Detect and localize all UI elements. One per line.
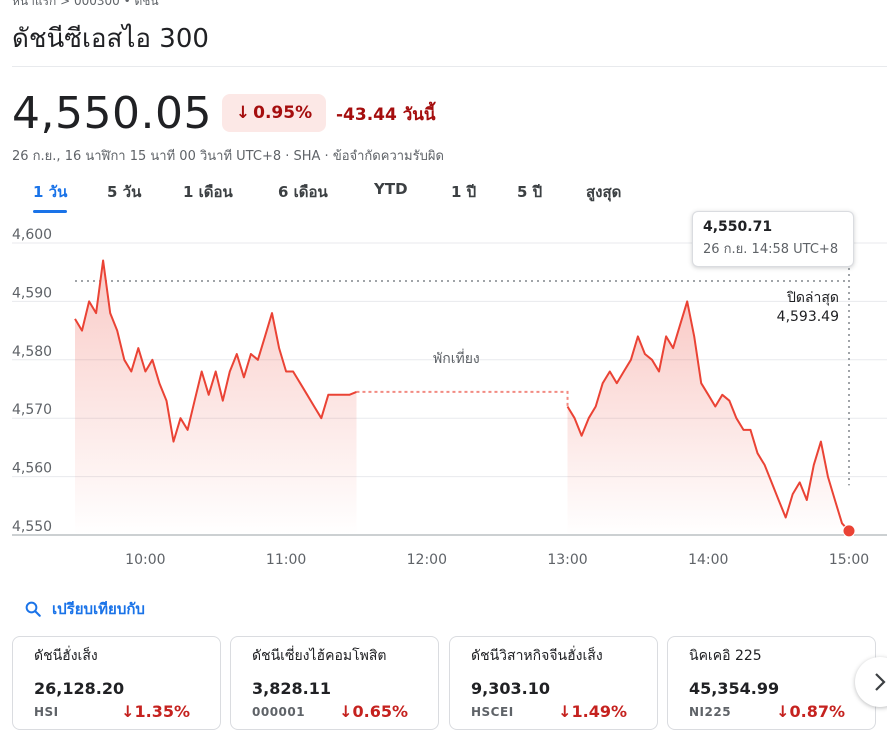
y-axis: 4,600 4,590 4,580 4,570 4,560 4,550 bbox=[12, 227, 52, 535]
tab-1d[interactable]: 1 วัน bbox=[33, 180, 68, 213]
compare-button[interactable]: เปรียบเทียบกับ bbox=[24, 597, 145, 621]
arrow-down-icon: ↓ bbox=[235, 103, 251, 123]
afternoon-series-line bbox=[566, 300, 850, 532]
y-tick-label: 4,600 bbox=[12, 227, 52, 243]
arrow-down-icon: ↓ bbox=[339, 702, 353, 721]
card-change: ↓1.49% bbox=[558, 702, 627, 721]
arrow-down-icon: ↓ bbox=[776, 702, 790, 721]
card-name: ดัชนีฮั่งเส็ง bbox=[34, 648, 98, 664]
y-tick-label: 4,560 bbox=[12, 461, 52, 477]
y-tick-label: 4,580 bbox=[12, 344, 52, 360]
card-change-value: 1.49% bbox=[571, 702, 627, 721]
last-price-point bbox=[842, 524, 856, 538]
price-chart[interactable]: 4,600 4,590 4,580 4,570 4,560 4,550 10:00 11:0… bbox=[0, 210, 887, 580]
timestamp-meta[interactable]: 26 ก.ย., 16 นาฬิกา 15 นาที 00 วินาที UTC… bbox=[12, 149, 444, 164]
card-price: 9,303.10 bbox=[471, 679, 550, 698]
x-tick-label: 11:00 bbox=[266, 552, 306, 568]
card-change-value: 0.87% bbox=[789, 702, 845, 721]
tab-6m[interactable]: 6 เดือน bbox=[278, 183, 328, 201]
breadcrumb[interactable]: หน้าแรก > 000300 • ดัชนี bbox=[12, 0, 159, 8]
morning-series-line bbox=[74, 259, 357, 443]
tooltip-time: 26 ก.ย. 14:58 UTC+8 bbox=[703, 242, 839, 257]
card-name: นิคเคอิ 225 bbox=[689, 648, 762, 664]
tab-ytd[interactable]: YTD bbox=[374, 180, 408, 198]
x-tick-label: 14:00 bbox=[688, 552, 728, 568]
x-tick-label: 12:00 bbox=[407, 552, 447, 568]
tab-5y[interactable]: 5 ปี bbox=[517, 183, 543, 201]
card-symbol: NI225 bbox=[689, 705, 732, 719]
card-change-value: 1.35% bbox=[134, 702, 190, 721]
tab-max[interactable]: สูงสุด bbox=[586, 183, 622, 201]
x-tick-label: 10:00 bbox=[125, 552, 165, 568]
lunch-break-line bbox=[356, 390, 569, 407]
tab-5d[interactable]: 5 วัน bbox=[107, 183, 142, 201]
y-tick-label: 4,590 bbox=[12, 285, 52, 301]
card-symbol: 000001 bbox=[252, 705, 306, 719]
tab-1y[interactable]: 1 ปี bbox=[451, 183, 477, 201]
card-name: ดัชนีเซี่ยงไฮ้คอมโพสิต bbox=[252, 648, 387, 664]
card-name: ดัชนีวิสาหกิจจีนฮั่งเส็ง bbox=[471, 648, 603, 664]
arrow-down-icon: ↓ bbox=[558, 702, 572, 721]
card-price: 3,828.11 bbox=[252, 679, 331, 698]
change-percent-badge: ↓ 0.95% bbox=[222, 94, 326, 132]
card-price: 26,128.20 bbox=[34, 679, 125, 698]
chevron-right-icon bbox=[875, 673, 886, 691]
compare-card-hscei[interactable]: ดัชนีวิสาหกิจจีนฮั่งเส็ง 9,303.10 HSCEI … bbox=[449, 636, 658, 730]
afternoon-area bbox=[567, 301, 849, 535]
compare-card-hsi[interactable]: ดัชนีฮั่งเส็ง 26,128.20 HSI ↓1.35% bbox=[12, 636, 221, 730]
change-absolute: -43.44 วันนี้ bbox=[336, 105, 436, 125]
card-change: ↓0.87% bbox=[776, 702, 845, 721]
arrow-down-icon: ↓ bbox=[121, 702, 135, 721]
x-tick-label: 15:00 bbox=[829, 552, 869, 568]
previous-close-title: ปิดล่าสุด bbox=[786, 290, 839, 306]
previous-close-label: ปิดล่าสุด 4,593.49 bbox=[777, 289, 839, 327]
compare-card-000001[interactable]: ดัชนีเซี่ยงไฮ้คอมโพสิต 3,828.11 000001 ↓… bbox=[230, 636, 439, 730]
page-title: ดัชนีซีเอสไอ 300 bbox=[12, 24, 209, 54]
lunch-break-label: พักเที่ยง bbox=[433, 351, 480, 367]
hover-tooltip: 4,550.71 26 ก.ย. 14:58 UTC+8 bbox=[692, 211, 854, 267]
x-axis: 10:00 11:00 12:00 13:00 14:00 15:00 bbox=[125, 552, 869, 568]
current-price: 4,550.05 bbox=[12, 88, 212, 139]
divider bbox=[12, 66, 887, 67]
compare-label: เปรียบเทียบกับ bbox=[52, 600, 145, 618]
tab-1m[interactable]: 1 เดือน bbox=[183, 183, 233, 201]
card-change-value: 0.65% bbox=[352, 702, 408, 721]
card-change: ↓1.35% bbox=[121, 702, 190, 721]
card-change: ↓0.65% bbox=[339, 702, 408, 721]
search-icon bbox=[25, 601, 41, 617]
x-tick-label: 13:00 bbox=[547, 552, 587, 568]
card-symbol: HSI bbox=[34, 705, 59, 719]
change-percent-value: 0.95% bbox=[253, 103, 313, 123]
tooltip-value: 4,550.71 bbox=[703, 219, 773, 235]
morning-area bbox=[75, 260, 357, 535]
y-tick-label: 4,550 bbox=[12, 519, 52, 535]
card-symbol: HSCEI bbox=[471, 705, 514, 719]
previous-close-value: 4,593.49 bbox=[776, 309, 839, 325]
card-price: 45,354.99 bbox=[689, 679, 780, 698]
compare-card-ni225[interactable]: นิคเคอิ 225 45,354.99 NI225 ↓0.87% bbox=[667, 636, 876, 730]
y-tick-label: 4,570 bbox=[12, 402, 52, 418]
